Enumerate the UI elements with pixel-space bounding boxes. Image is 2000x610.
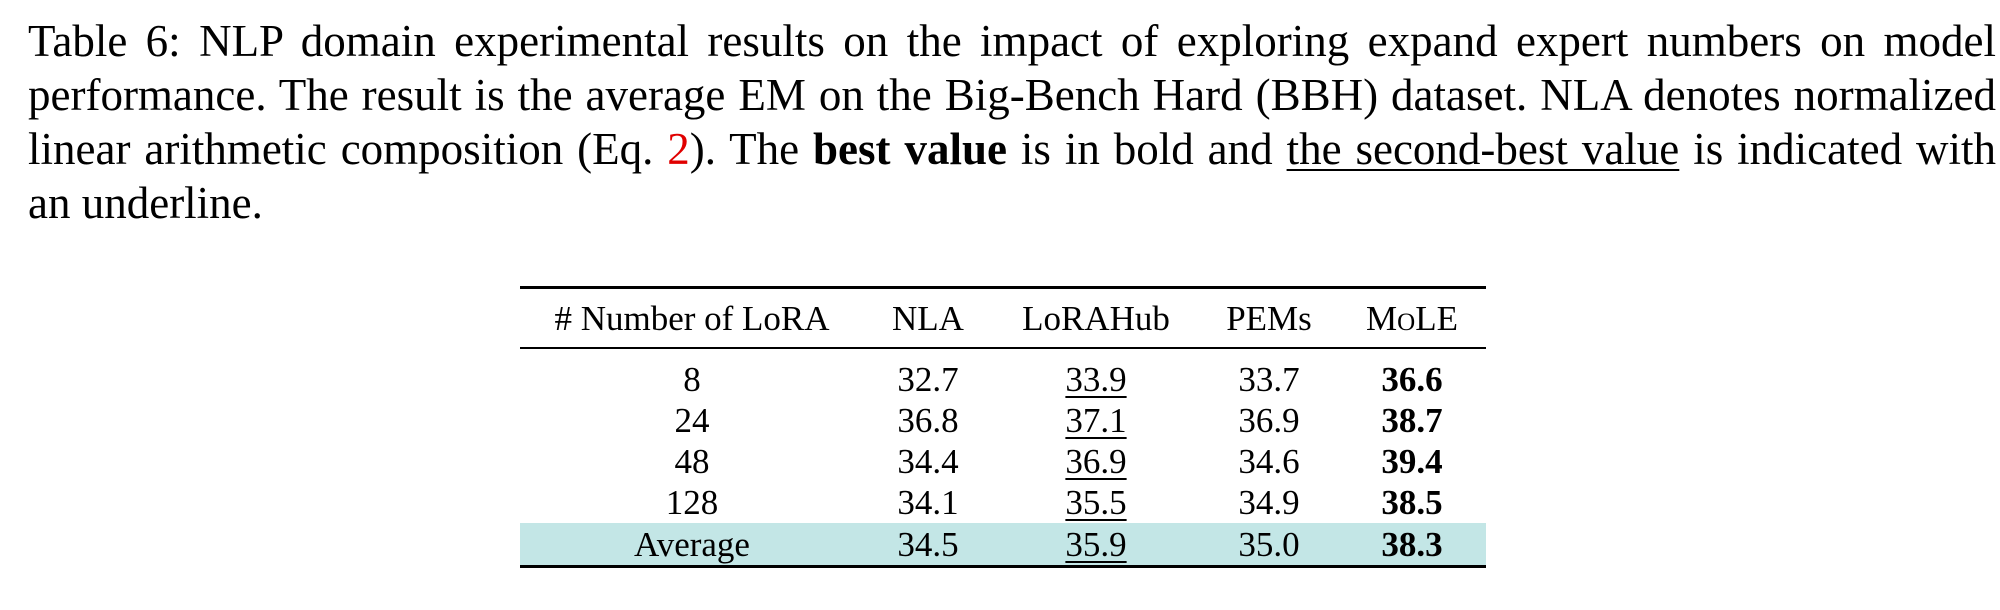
table-row: 24 36.8 37.1 36.9 38.7 [520,400,1486,441]
caption-best-value-text: best value [813,124,1007,174]
cell-nla: 34.5 [897,524,959,564]
table-row: 128 34.1 35.5 34.9 38.5 [520,482,1486,523]
table-row: 48 34.4 36.9 34.6 39.4 [520,441,1486,482]
caption-text-1: Table 6: NLP domain experimental results… [28,16,1996,174]
cell-pems: 36.9 [1238,401,1300,440]
cell-lorahub: 37.1 [1065,401,1127,440]
table-row: 8 32.7 33.9 33.7 36.6 [520,348,1486,400]
caption-text-4: is indicated with an underline. [28,124,1997,228]
results-table-container: # Number of LoRA NLA LoRAHub PEMs MoLE 8… [520,286,1486,568]
cell-lora-count: 8 [683,360,701,399]
cell-lorahub: 36.9 [1065,442,1127,481]
cell-nla: 34.1 [897,483,959,522]
header-lorahub: LoRAHub [1022,298,1170,338]
header-pems: PEMs [1226,298,1312,338]
cell-lorahub: 35.9 [1065,524,1127,564]
cell-pems: 34.9 [1238,483,1300,522]
header-number-of-lora: # Number of LoRA [554,298,830,338]
cell-pems: 33.7 [1238,360,1300,399]
table-header-row: # Number of LoRA NLA LoRAHub PEMs MoLE [520,287,1486,348]
header-mole: MoLE [1366,298,1458,338]
cell-average-label: Average [634,524,750,564]
caption-second-best-text: the second-best value [1286,124,1680,174]
results-table: # Number of LoRA NLA LoRAHub PEMs MoLE 8… [520,286,1486,568]
cell-mole: 38.3 [1381,524,1443,564]
cell-lorahub: 33.9 [1065,360,1127,399]
equation-reference-link[interactable]: 2 [667,124,690,174]
table-row-average: Average 34.5 35.9 35.0 38.3 [520,523,1486,567]
cell-nla: 36.8 [897,401,959,440]
header-nla: NLA [892,298,964,338]
cell-lora-count: 24 [674,401,710,440]
caption-text-3: is in bold and [1006,124,1287,174]
table-caption: Table 6: NLP domain experimental results… [28,14,1996,230]
cell-nla: 32.7 [897,360,959,399]
cell-lorahub: 35.5 [1065,483,1127,522]
caption-text-2: ). The [689,124,814,174]
cell-mole: 39.4 [1381,442,1443,481]
cell-mole: 36.6 [1381,360,1443,399]
cell-pems: 35.0 [1238,524,1300,564]
cell-nla: 34.4 [897,442,959,481]
cell-mole: 38.7 [1381,401,1443,440]
cell-lora-count: 48 [674,442,710,481]
cell-lora-count: 128 [665,483,719,522]
cell-mole: 38.5 [1381,483,1443,522]
cell-pems: 34.6 [1238,442,1300,481]
